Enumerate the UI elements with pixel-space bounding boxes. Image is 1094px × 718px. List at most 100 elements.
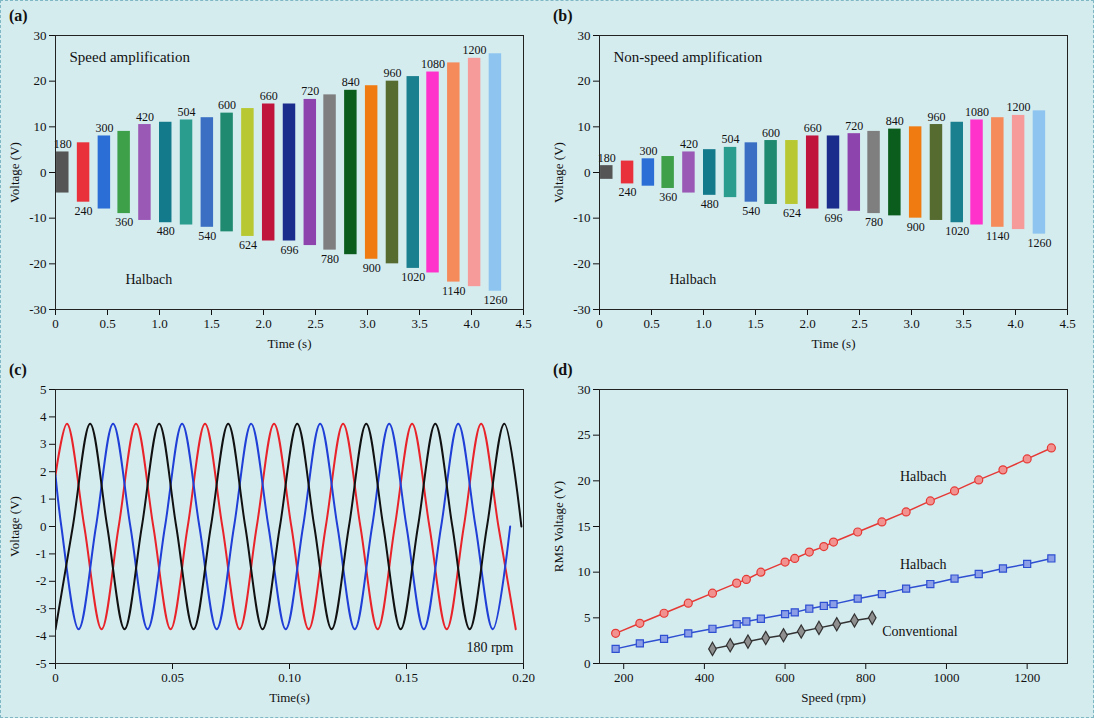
svg-text:4.0: 4.0 (463, 316, 479, 331)
svg-text:600: 600 (775, 670, 795, 685)
svg-text:Voltage (V): Voltage (V) (7, 496, 22, 557)
svg-text:660: 660 (260, 89, 278, 103)
svg-text:Conventional: Conventional (882, 624, 958, 639)
svg-text:696: 696 (281, 243, 299, 257)
svg-text:624: 624 (783, 206, 801, 220)
svg-text:Voltage (V): Voltage (V) (7, 142, 22, 203)
svg-text:960: 960 (383, 66, 401, 80)
svg-text:420: 420 (136, 110, 154, 124)
svg-text:1.0: 1.0 (151, 316, 167, 331)
svg-text:0.15: 0.15 (395, 670, 418, 685)
svg-text:780: 780 (321, 252, 339, 266)
svg-text:180: 180 (598, 151, 616, 165)
svg-text:-5: -5 (36, 656, 47, 671)
svg-text:20: 20 (34, 73, 47, 88)
svg-text:0.05: 0.05 (161, 670, 184, 685)
svg-text:1.5: 1.5 (203, 316, 219, 331)
svg-text:Time (s): Time (s) (268, 336, 312, 351)
svg-text:3.0: 3.0 (359, 316, 375, 331)
svg-text:960: 960 (927, 110, 945, 124)
svg-text:300: 300 (639, 144, 657, 158)
svg-text:420: 420 (680, 137, 698, 151)
svg-text:180: 180 (54, 137, 72, 151)
svg-text:0: 0 (584, 656, 591, 671)
svg-text:-3: -3 (36, 601, 47, 616)
svg-text:-4: -4 (36, 628, 47, 643)
svg-text:0: 0 (596, 316, 603, 331)
svg-text:-30: -30 (573, 302, 590, 317)
svg-text:240: 240 (619, 185, 637, 199)
svg-text:-20: -20 (29, 256, 46, 271)
svg-text:540: 540 (198, 229, 216, 243)
svg-text:4.0: 4.0 (1007, 316, 1023, 331)
svg-text:10: 10 (578, 564, 591, 579)
svg-text:4: 4 (40, 409, 47, 424)
svg-text:1080: 1080 (965, 105, 989, 119)
svg-text:0.5: 0.5 (643, 316, 659, 331)
svg-text:1.5: 1.5 (747, 316, 763, 331)
svg-text:1260: 1260 (1027, 236, 1051, 250)
svg-text:720: 720 (845, 119, 863, 133)
svg-text:20: 20 (578, 73, 591, 88)
svg-text:540: 540 (742, 204, 760, 218)
svg-text:1200: 1200 (1007, 100, 1031, 114)
svg-text:25: 25 (578, 427, 591, 442)
svg-text:30: 30 (578, 28, 591, 43)
svg-text:624: 624 (239, 238, 257, 252)
svg-text:400: 400 (695, 670, 715, 685)
svg-text:360: 360 (115, 215, 133, 229)
svg-text:600: 600 (762, 126, 780, 140)
svg-text:504: 504 (722, 132, 740, 146)
svg-text:900: 900 (907, 220, 925, 234)
svg-text:2.5: 2.5 (851, 316, 867, 331)
svg-text:720: 720 (301, 84, 319, 98)
svg-text:3.0: 3.0 (903, 316, 919, 331)
svg-text:-2: -2 (36, 573, 47, 588)
svg-text:600: 600 (218, 98, 236, 112)
svg-text:240: 240 (75, 204, 93, 218)
svg-text:1080: 1080 (421, 57, 445, 71)
svg-text:2.0: 2.0 (255, 316, 271, 331)
svg-text:3: 3 (40, 436, 47, 451)
svg-text:4.5: 4.5 (1059, 316, 1075, 331)
svg-text:0.5: 0.5 (99, 316, 115, 331)
svg-text:30: 30 (578, 382, 591, 397)
svg-text:Voltage (V): Voltage (V) (551, 142, 566, 203)
svg-text:2: 2 (40, 464, 47, 479)
svg-text:0.10: 0.10 (278, 670, 301, 685)
svg-text:360: 360 (659, 190, 677, 204)
svg-text:Speed amplification: Speed amplification (70, 49, 191, 65)
svg-text:Time(s): Time(s) (269, 690, 310, 705)
svg-text:RMS Voltage (V): RMS Voltage (V) (551, 481, 566, 572)
svg-text:Halbach: Halbach (900, 557, 947, 572)
svg-text:300: 300 (95, 121, 113, 135)
svg-text:0: 0 (52, 316, 59, 331)
svg-text:696: 696 (825, 211, 843, 225)
svg-text:200: 200 (614, 670, 634, 685)
svg-text:780: 780 (865, 215, 883, 229)
svg-text:Halbach: Halbach (126, 272, 173, 287)
svg-text:1200: 1200 (463, 43, 487, 57)
svg-text:3.5: 3.5 (955, 316, 971, 331)
svg-text:504: 504 (178, 105, 196, 119)
svg-text:0: 0 (40, 165, 47, 180)
svg-text:1140: 1140 (442, 284, 466, 298)
svg-text:4.5: 4.5 (515, 316, 531, 331)
svg-text:-10: -10 (573, 210, 590, 225)
svg-text:660: 660 (804, 121, 822, 135)
svg-text:2.5: 2.5 (307, 316, 323, 331)
svg-text:0: 0 (52, 670, 59, 685)
svg-text:10: 10 (34, 119, 47, 134)
svg-text:900: 900 (363, 261, 381, 275)
svg-text:1020: 1020 (945, 224, 969, 238)
svg-text:Halbach: Halbach (900, 469, 947, 484)
svg-text:1200: 1200 (1014, 670, 1040, 685)
svg-text:800: 800 (856, 670, 876, 685)
svg-text:1000: 1000 (933, 670, 959, 685)
svg-text:-30: -30 (29, 302, 46, 317)
svg-text:-1: -1 (36, 546, 47, 561)
svg-text:Time (s): Time (s) (812, 336, 856, 351)
svg-text:5: 5 (40, 382, 47, 397)
svg-text:1.0: 1.0 (695, 316, 711, 331)
svg-text:3.5: 3.5 (411, 316, 427, 331)
